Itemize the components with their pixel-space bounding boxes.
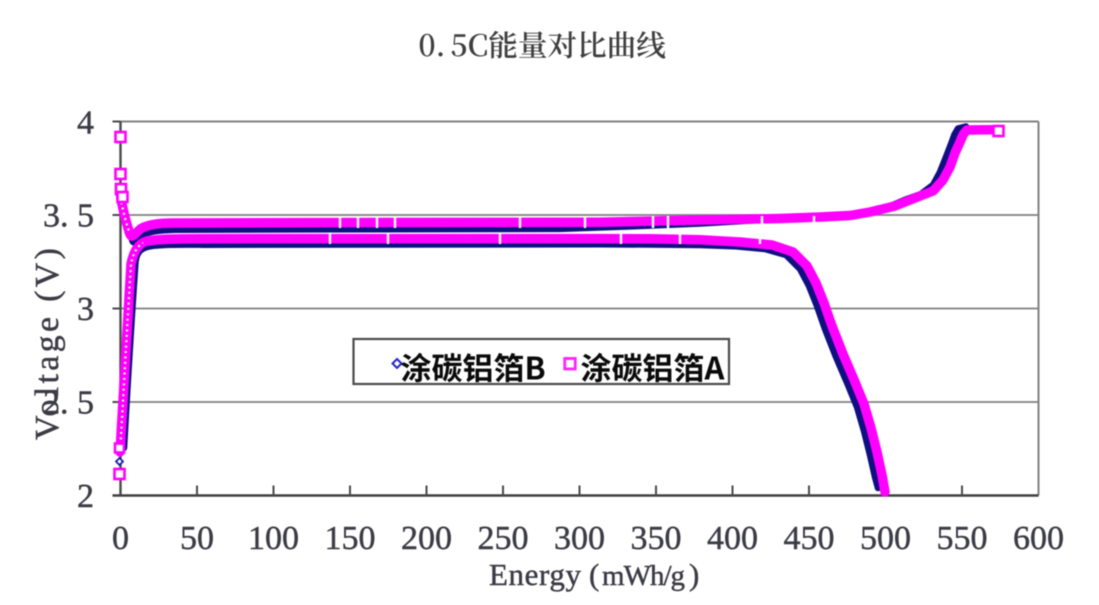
svg-text:150: 150 <box>325 520 376 557</box>
svg-text:500: 500 <box>860 520 911 557</box>
svg-text:50: 50 <box>180 520 214 557</box>
svg-text:350: 350 <box>631 520 682 557</box>
svg-text:450: 450 <box>784 520 835 557</box>
svg-text:): ) <box>689 557 699 592</box>
svg-text:0: 0 <box>112 520 129 557</box>
svg-text:(: ( <box>589 557 599 592</box>
svg-text:250: 250 <box>478 520 529 557</box>
svg-text:Voltage (V): Voltage (V) <box>29 248 66 440</box>
svg-text:300: 300 <box>554 520 605 557</box>
svg-text:3. 5: 3. 5 <box>43 198 94 235</box>
svg-text:600: 600 <box>1013 520 1064 557</box>
svg-text:200: 200 <box>401 520 452 557</box>
svg-text:100: 100 <box>248 520 299 557</box>
svg-text:3: 3 <box>77 291 94 328</box>
svg-text:400: 400 <box>707 520 758 557</box>
svg-text:mWh/g: mWh/g <box>602 560 685 592</box>
svg-text:2: 2 <box>77 478 94 515</box>
svg-text:550: 550 <box>937 520 988 557</box>
svg-text:4: 4 <box>77 105 94 142</box>
svg-text:2. 5: 2. 5 <box>43 385 94 422</box>
svg-text:Energy: Energy <box>489 557 582 592</box>
